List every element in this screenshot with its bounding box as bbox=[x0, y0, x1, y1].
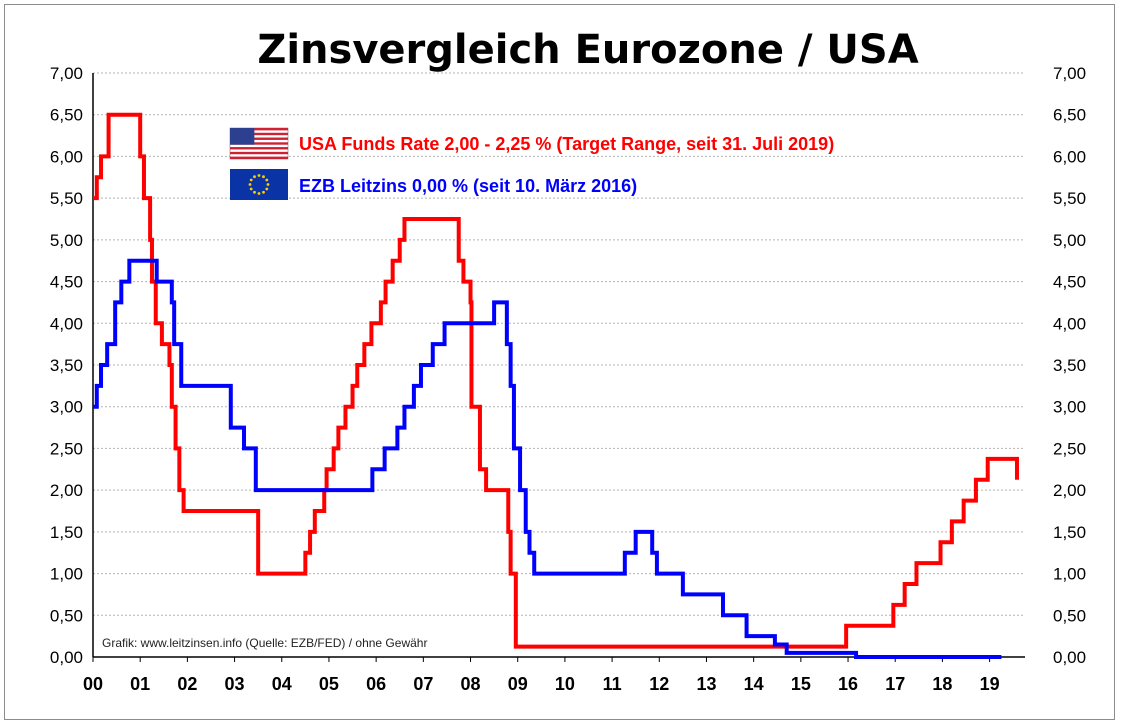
series-line-usa bbox=[93, 112, 1019, 649]
y-tick-label-right: 1,00 bbox=[1053, 565, 1086, 584]
flag-stripe bbox=[230, 147, 288, 150]
flag-star bbox=[265, 187, 269, 191]
flag-stripe bbox=[230, 156, 288, 159]
flag-stripe bbox=[230, 151, 288, 155]
x-tick-label: 17 bbox=[885, 674, 905, 694]
y-tick-label: 7,00 bbox=[50, 64, 83, 83]
legend-label-ezb: EZB Leitzins 0,00 % (seit 10. März 2016) bbox=[299, 176, 637, 196]
series-line-ezb bbox=[93, 258, 1002, 659]
x-tick-label: 06 bbox=[366, 674, 386, 694]
x-tick-label: 15 bbox=[791, 674, 811, 694]
chart-title: Zinsvergleich Eurozone / USA bbox=[257, 27, 918, 73]
y-tick-label-right: 5,50 bbox=[1053, 189, 1086, 208]
y-tick-label: 2,50 bbox=[50, 439, 83, 458]
y-tick-label-right: 6,00 bbox=[1053, 147, 1086, 166]
y-tick-label: 6,50 bbox=[50, 106, 83, 125]
x-tick-label: 13 bbox=[696, 674, 716, 694]
x-tick-label: 12 bbox=[649, 674, 669, 694]
y-tick-label: 3,50 bbox=[50, 356, 83, 375]
x-tick-label: 01 bbox=[130, 674, 150, 694]
flag-canton bbox=[230, 128, 255, 145]
x-tick-label: 16 bbox=[838, 674, 858, 694]
us-flag-icon bbox=[229, 127, 289, 160]
flag-star bbox=[262, 175, 265, 179]
y-tick-label-right: 4,00 bbox=[1053, 314, 1086, 333]
x-tick-label: 00 bbox=[83, 674, 103, 694]
y-tick-label: 3,00 bbox=[50, 398, 83, 417]
y-tick-label-right: 2,50 bbox=[1053, 439, 1086, 458]
flag-star bbox=[257, 174, 261, 177]
eu-flag-icon bbox=[230, 169, 288, 200]
source-note: Grafik: www.leitzinsen.info (Quelle: EZB… bbox=[102, 636, 427, 650]
y-tick-label: 5,50 bbox=[50, 189, 83, 208]
x-tick-label: 11 bbox=[603, 674, 622, 694]
x-tick-label: 05 bbox=[319, 674, 339, 694]
y-tick-label-right: 7,00 bbox=[1053, 64, 1086, 83]
flag-star bbox=[249, 187, 253, 191]
legend: USA Funds Rate 2,00 - 2,25 % (Target Ran… bbox=[229, 127, 834, 200]
x-tick-label: 18 bbox=[932, 674, 952, 694]
legend-label-usa: USA Funds Rate 2,00 - 2,25 % (Target Ran… bbox=[299, 134, 834, 154]
y-tick-label-right: 1,50 bbox=[1053, 523, 1086, 542]
flag-star bbox=[262, 190, 265, 194]
flag-stripe bbox=[230, 128, 288, 131]
y-tick-label: 1,00 bbox=[50, 565, 83, 584]
x-tick-label: 19 bbox=[980, 674, 1000, 694]
flag-stripe bbox=[230, 142, 288, 145]
y-tick-label: 4,00 bbox=[50, 314, 83, 333]
x-tick-label: 07 bbox=[413, 674, 433, 694]
y-tick-label-right: 5,00 bbox=[1053, 231, 1086, 250]
y-tick-label: 5,00 bbox=[50, 231, 83, 250]
x-tick-label: 03 bbox=[225, 674, 245, 694]
x-tick-label: 04 bbox=[272, 674, 292, 694]
y-tick-label-right: 3,50 bbox=[1053, 356, 1086, 375]
flag-star bbox=[266, 183, 270, 186]
flag-bg bbox=[230, 169, 288, 200]
chart-frame: Zinsvergleich Eurozone / USA 0,00 0,50 1,0… bbox=[4, 4, 1115, 720]
flag-stripe bbox=[230, 132, 288, 136]
y-tick-label-right: 3,00 bbox=[1053, 398, 1086, 417]
flag-star bbox=[249, 178, 253, 182]
x-tick-label: 08 bbox=[461, 674, 481, 694]
y-tick-label: 2,00 bbox=[50, 481, 83, 500]
flag-star bbox=[248, 183, 252, 186]
rate-chart: Zinsvergleich Eurozone / USA 0,00 0,50 1,0… bbox=[50, 27, 1086, 694]
x-tick-label: 02 bbox=[177, 674, 197, 694]
y-tick-label: 0,50 bbox=[50, 606, 83, 625]
y-tick-label: 6,00 bbox=[50, 147, 83, 166]
x-tick-label: 10 bbox=[555, 674, 575, 694]
y-tick-label: 1,50 bbox=[50, 523, 83, 542]
grid bbox=[92, 72, 1025, 658]
flag-star bbox=[265, 178, 269, 182]
y-axis-left: 0,00 0,50 1,00 1,50 2,00 2,50 3,00 3,50 4,00 4,50… bbox=[50, 64, 83, 667]
y-tick-label: 4,50 bbox=[50, 273, 83, 292]
y-axis-right: 0,00 0,50 1,00 1,50 2,00 2,50 3,00 3,50 4,00 4,50… bbox=[1053, 64, 1086, 667]
y-tick-label-right: 0,00 bbox=[1053, 648, 1086, 667]
flag-star bbox=[253, 175, 256, 179]
y-tick-label-right: 2,00 bbox=[1053, 481, 1086, 500]
y-tick-label-right: 4,50 bbox=[1053, 273, 1086, 292]
y-tick-label: 0,00 bbox=[50, 648, 83, 667]
y-tick-label-right: 6,50 bbox=[1053, 106, 1086, 125]
y-tick-label-right: 0,50 bbox=[1053, 606, 1086, 625]
x-tick-label: 09 bbox=[508, 674, 528, 694]
flag-stripe bbox=[230, 137, 288, 140]
x-axis: 00 01 02 03 04 05 06 07 08 09 10 11 12 13 14 15 16 17 18 19 bbox=[83, 657, 1000, 694]
flag-star bbox=[253, 190, 256, 194]
flag-star bbox=[257, 192, 261, 195]
series-lines bbox=[93, 112, 1019, 659]
x-tick-label: 14 bbox=[744, 674, 764, 694]
